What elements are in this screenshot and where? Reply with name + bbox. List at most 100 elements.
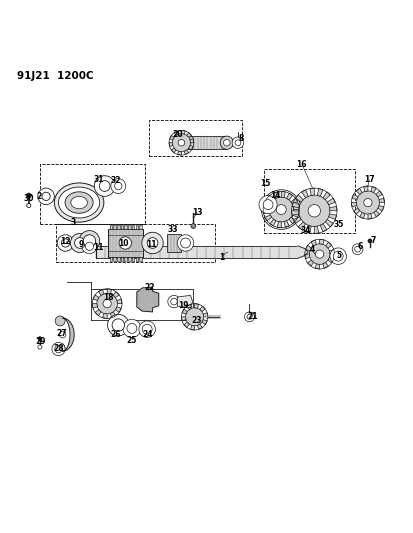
Text: 12: 12: [60, 237, 71, 246]
Circle shape: [190, 223, 195, 229]
Polygon shape: [319, 239, 323, 244]
Circle shape: [172, 134, 190, 152]
Text: 30: 30: [24, 194, 34, 203]
Polygon shape: [102, 313, 107, 319]
Circle shape: [42, 192, 50, 200]
Circle shape: [354, 246, 360, 252]
Circle shape: [315, 250, 323, 259]
Polygon shape: [181, 317, 185, 321]
Polygon shape: [291, 211, 298, 215]
Circle shape: [97, 293, 117, 314]
Text: 17: 17: [363, 175, 374, 184]
Polygon shape: [290, 198, 297, 204]
Polygon shape: [378, 198, 384, 203]
Circle shape: [61, 239, 69, 247]
Circle shape: [244, 312, 254, 322]
Circle shape: [55, 343, 65, 353]
Ellipse shape: [54, 183, 104, 222]
Text: 13: 13: [191, 208, 202, 217]
Bar: [95, 246, 297, 259]
Bar: [263, 169, 354, 233]
Polygon shape: [301, 190, 308, 198]
Bar: [109, 257, 112, 261]
Text: 11: 11: [93, 244, 104, 253]
Polygon shape: [169, 135, 173, 140]
Circle shape: [70, 233, 89, 253]
Polygon shape: [263, 209, 268, 214]
Polygon shape: [277, 222, 280, 228]
Polygon shape: [297, 246, 307, 259]
Polygon shape: [359, 213, 364, 219]
Circle shape: [142, 324, 152, 334]
Polygon shape: [297, 222, 305, 230]
Polygon shape: [325, 242, 331, 248]
Bar: [108, 229, 142, 257]
Polygon shape: [117, 299, 122, 304]
Circle shape: [111, 179, 126, 193]
Circle shape: [112, 319, 124, 332]
Text: 32: 32: [111, 176, 121, 185]
Text: 28: 28: [53, 344, 64, 353]
Polygon shape: [329, 249, 334, 254]
Polygon shape: [327, 198, 335, 205]
Polygon shape: [169, 143, 172, 147]
Polygon shape: [377, 206, 383, 211]
Bar: [135, 257, 138, 261]
Polygon shape: [288, 217, 295, 224]
Circle shape: [103, 300, 111, 308]
Polygon shape: [286, 193, 292, 200]
Polygon shape: [174, 131, 178, 135]
Text: 23: 23: [191, 316, 202, 325]
Circle shape: [332, 251, 342, 261]
Polygon shape: [107, 289, 112, 294]
Circle shape: [85, 242, 93, 251]
Polygon shape: [188, 146, 193, 150]
Circle shape: [74, 238, 85, 248]
Text: 24: 24: [142, 330, 152, 339]
Bar: [113, 257, 116, 261]
Circle shape: [26, 193, 31, 198]
Polygon shape: [184, 150, 188, 155]
Circle shape: [57, 235, 74, 251]
Text: 10: 10: [118, 239, 128, 248]
Text: 19: 19: [178, 301, 189, 310]
Polygon shape: [95, 310, 101, 316]
Circle shape: [26, 204, 31, 207]
Text: 91J21  1200C: 91J21 1200C: [17, 70, 94, 80]
Text: 4: 4: [309, 246, 314, 254]
Circle shape: [263, 200, 272, 209]
Polygon shape: [98, 289, 104, 295]
Circle shape: [268, 197, 293, 222]
Polygon shape: [351, 203, 356, 207]
Ellipse shape: [65, 192, 93, 213]
Polygon shape: [203, 313, 207, 317]
Text: 3: 3: [70, 218, 75, 227]
Circle shape: [107, 314, 129, 336]
Text: 7: 7: [370, 237, 375, 245]
Bar: [132, 225, 134, 229]
Circle shape: [367, 239, 371, 243]
Text: 22: 22: [144, 284, 154, 293]
Polygon shape: [305, 225, 311, 233]
Polygon shape: [113, 292, 119, 297]
Circle shape: [114, 182, 122, 190]
Bar: [182, 136, 225, 149]
Polygon shape: [266, 196, 273, 202]
Polygon shape: [356, 188, 361, 195]
Polygon shape: [177, 295, 192, 308]
Polygon shape: [353, 208, 359, 214]
Bar: [121, 257, 123, 261]
Polygon shape: [269, 219, 275, 226]
Text: 26: 26: [110, 330, 120, 338]
Polygon shape: [317, 189, 322, 196]
Bar: [121, 225, 123, 229]
Polygon shape: [309, 188, 313, 196]
Circle shape: [247, 314, 252, 319]
Circle shape: [142, 232, 163, 254]
Circle shape: [185, 308, 203, 326]
Circle shape: [363, 198, 371, 207]
Polygon shape: [373, 211, 379, 217]
Polygon shape: [322, 262, 328, 268]
Circle shape: [309, 244, 329, 264]
Circle shape: [119, 237, 131, 249]
